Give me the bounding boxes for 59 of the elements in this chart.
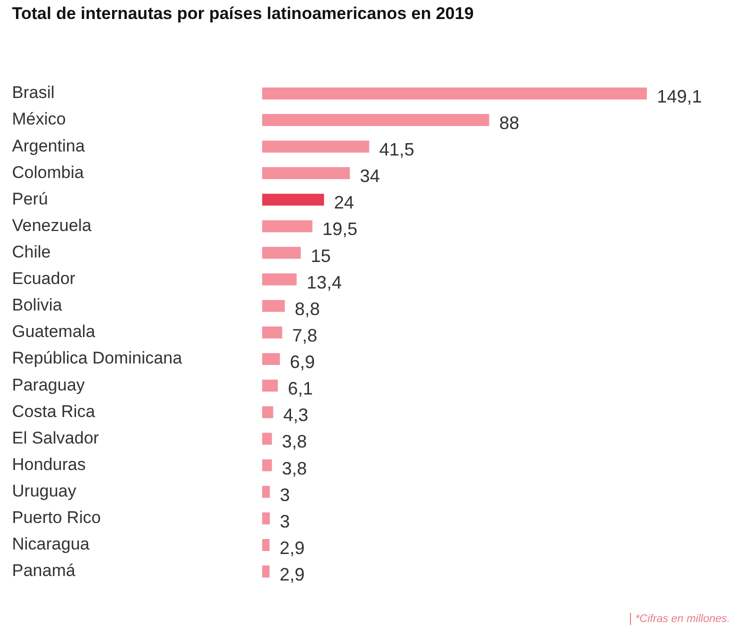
bar xyxy=(262,353,280,366)
bar xyxy=(262,114,490,126)
data-label: 8,8 xyxy=(294,298,320,319)
bar xyxy=(262,194,324,206)
bar xyxy=(262,326,282,338)
data-label: 149,1 xyxy=(656,86,702,106)
data-label: 3 xyxy=(280,484,290,505)
y-tick-label: Puerto Rico xyxy=(12,508,101,528)
data-label: 2,9 xyxy=(280,564,305,584)
y-tick-label: Panamá xyxy=(12,561,76,580)
bar xyxy=(262,140,370,153)
bar xyxy=(262,88,647,100)
y-tick-label: Venezuela xyxy=(12,216,92,235)
bar xyxy=(262,486,270,498)
bar xyxy=(262,406,274,418)
data-label: 19,5 xyxy=(322,219,358,240)
y-tick-label: Nicaragua xyxy=(12,534,90,554)
y-tick-label: República Dominicana xyxy=(12,348,183,368)
data-label: 15 xyxy=(310,246,331,266)
y-tick-label: Guatemala xyxy=(12,322,96,342)
bar xyxy=(262,432,272,445)
bar xyxy=(262,167,350,180)
y-tick-label: Perú xyxy=(12,189,48,208)
bar xyxy=(262,459,272,472)
bar xyxy=(262,566,270,578)
data-label: 6,1 xyxy=(288,378,313,399)
data-label: 4,3 xyxy=(283,405,308,426)
y-tick-label: Chile xyxy=(12,242,51,262)
y-tick-label: Uruguay xyxy=(12,482,77,501)
bar xyxy=(262,300,285,312)
y-tick-label: Paraguay xyxy=(12,375,86,394)
y-tick-label: Brasil xyxy=(12,83,55,102)
chart-title: Total de internautas por países latinoamericanos en 2019 xyxy=(12,4,474,24)
bar xyxy=(262,380,278,392)
data-label: 7,8 xyxy=(292,325,318,346)
data-label: 3,8 xyxy=(282,432,307,452)
data-label: 24 xyxy=(334,192,354,213)
y-tick-label: Argentina xyxy=(12,136,86,156)
y-tick-label: México xyxy=(12,110,66,129)
data-label: 41,5 xyxy=(379,140,414,160)
data-label: 2,9 xyxy=(280,538,305,558)
y-tick-label: Bolivia xyxy=(12,296,63,315)
y-tick-label: Ecuador xyxy=(12,269,76,288)
text: *Cifras en millones. xyxy=(630,613,730,625)
bar xyxy=(262,512,270,524)
bar xyxy=(262,220,312,232)
data-label: 13,4 xyxy=(306,272,342,292)
y-tick-label: Costa Rica xyxy=(12,402,96,421)
data-label: 88 xyxy=(499,113,520,134)
y-tick-label: El Salvador xyxy=(12,428,100,448)
bar xyxy=(262,246,301,259)
bar xyxy=(262,273,297,286)
data-label: 6,9 xyxy=(290,352,315,372)
data-label: 34 xyxy=(360,166,380,186)
y-tick-label: Colombia xyxy=(12,162,84,182)
data-label: 3 xyxy=(280,511,290,532)
bar xyxy=(262,538,270,551)
data-label: 3,8 xyxy=(282,458,307,478)
y-tick-label: Honduras xyxy=(12,454,86,474)
